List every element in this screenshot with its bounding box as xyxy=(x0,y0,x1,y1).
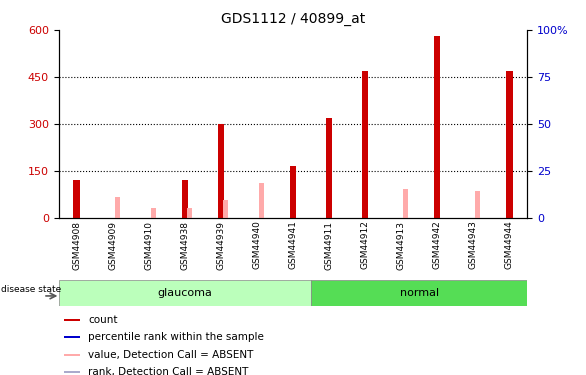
Text: GSM44913: GSM44913 xyxy=(397,220,406,270)
Text: GSM44939: GSM44939 xyxy=(216,220,226,270)
Title: GDS1112 / 40899_at: GDS1112 / 40899_at xyxy=(221,12,365,26)
Bar xyxy=(434,36,441,218)
Bar xyxy=(223,200,228,217)
Bar xyxy=(64,319,80,321)
Text: GSM44912: GSM44912 xyxy=(360,220,370,270)
Bar xyxy=(64,336,80,338)
Point xyxy=(146,8,156,14)
Bar xyxy=(182,180,188,218)
Bar xyxy=(475,191,481,217)
Bar xyxy=(64,354,80,356)
Bar xyxy=(115,197,120,217)
Text: GSM44940: GSM44940 xyxy=(253,220,261,270)
Text: percentile rank within the sample: percentile rank within the sample xyxy=(88,332,264,342)
Bar xyxy=(73,180,80,218)
Text: GSM44944: GSM44944 xyxy=(505,220,514,269)
Text: GSM44911: GSM44911 xyxy=(325,220,333,270)
Bar xyxy=(403,189,408,217)
Text: value, Detection Call = ABSENT: value, Detection Call = ABSENT xyxy=(88,350,253,360)
Bar xyxy=(151,208,156,218)
Text: disease state: disease state xyxy=(1,285,62,294)
Text: GSM44941: GSM44941 xyxy=(288,220,298,270)
Point xyxy=(183,0,192,5)
Text: GSM44910: GSM44910 xyxy=(144,220,154,270)
Text: count: count xyxy=(88,315,118,325)
Bar xyxy=(187,208,192,218)
Text: GSM44942: GSM44942 xyxy=(432,220,442,269)
Text: normal: normal xyxy=(400,288,439,298)
Bar xyxy=(506,70,513,217)
Bar xyxy=(311,280,527,306)
Bar xyxy=(289,166,297,218)
Text: GSM44908: GSM44908 xyxy=(72,220,81,270)
Text: rank, Detection Call = ABSENT: rank, Detection Call = ABSENT xyxy=(88,367,248,375)
Bar xyxy=(362,70,369,217)
Bar xyxy=(217,124,224,218)
Text: GSM44938: GSM44938 xyxy=(180,220,189,270)
Bar xyxy=(259,183,264,218)
Bar xyxy=(59,280,311,306)
Text: glaucoma: glaucoma xyxy=(158,288,212,298)
Text: GSM44943: GSM44943 xyxy=(469,220,478,270)
Bar xyxy=(64,371,80,374)
Bar xyxy=(326,117,332,218)
Text: GSM44909: GSM44909 xyxy=(108,220,117,270)
